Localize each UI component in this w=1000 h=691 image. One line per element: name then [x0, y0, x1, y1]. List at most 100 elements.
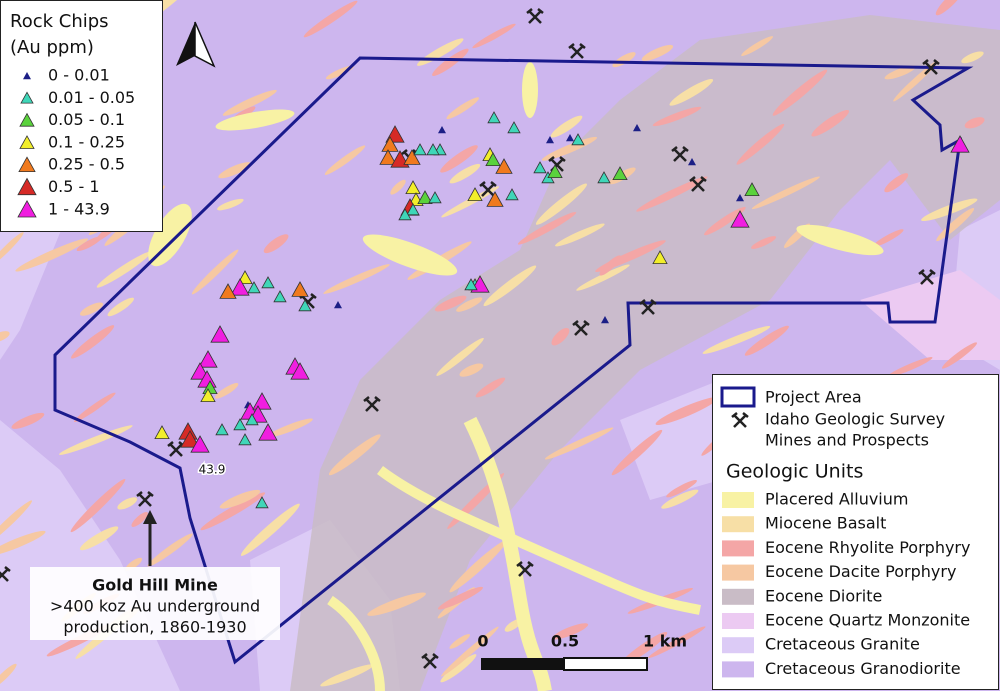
sample	[486, 191, 504, 207]
dike	[669, 78, 714, 106]
dike	[324, 145, 366, 175]
legend-label: Cretaceous Granite	[765, 635, 920, 654]
mine	[731, 412, 749, 428]
dike	[555, 223, 605, 247]
dike	[73, 392, 116, 423]
mine	[516, 561, 534, 577]
dike	[15, 238, 89, 272]
scale-bar	[481, 658, 564, 670]
dike	[434, 295, 467, 312]
alluvium	[377, 465, 701, 615]
sample	[428, 191, 442, 204]
mine	[568, 43, 586, 59]
sample	[467, 187, 483, 201]
dike	[550, 115, 583, 138]
sample	[547, 164, 563, 178]
legend-symbol	[19, 135, 35, 149]
dike	[744, 325, 789, 356]
sample	[379, 149, 397, 165]
project-area	[53, 56, 974, 665]
dike	[535, 183, 587, 225]
sample	[255, 496, 269, 509]
sample	[219, 283, 237, 299]
sample	[190, 435, 210, 453]
mine	[548, 156, 566, 172]
dike	[702, 326, 771, 354]
legend-label: Mines and Prospects	[765, 431, 929, 450]
legend-label: 0 - 0.01	[48, 66, 110, 85]
dike	[131, 511, 148, 527]
dike	[0, 232, 24, 266]
dike	[751, 236, 777, 249]
dike	[147, 533, 193, 567]
legend-label: Idaho Geologic Survey	[765, 410, 945, 429]
dike	[107, 297, 134, 317]
sample	[950, 135, 970, 153]
dike	[704, 206, 746, 236]
sample	[426, 143, 440, 156]
dike	[873, 229, 904, 247]
dike	[217, 198, 244, 211]
alluvium	[796, 224, 884, 256]
dike	[0, 331, 10, 343]
sample	[736, 194, 744, 202]
sample	[210, 325, 230, 343]
legend-title: Rock Chips	[10, 11, 109, 32]
legend-label: 0.1 - 0.25	[48, 132, 125, 151]
sample	[237, 270, 253, 284]
sample	[381, 136, 399, 152]
sample	[612, 166, 628, 180]
unit-swatch	[722, 516, 754, 533]
legend-label: 0.25 - 0.5	[48, 155, 125, 174]
sample	[413, 143, 427, 156]
dike	[70, 478, 126, 533]
mine	[136, 491, 154, 507]
sample	[487, 111, 501, 124]
dike	[59, 425, 133, 455]
mine-symbol	[731, 412, 749, 428]
dike	[811, 109, 850, 137]
sample	[417, 190, 433, 204]
legend-label: Project Area	[765, 388, 862, 407]
dike	[263, 234, 289, 254]
legend-label: 0.01 - 0.05	[48, 88, 135, 107]
sample	[238, 433, 252, 446]
dike	[436, 337, 484, 376]
dike	[595, 240, 666, 272]
callout-text: production, 1860-1930	[63, 618, 246, 637]
dike	[0, 530, 46, 556]
mine	[671, 146, 689, 162]
dike	[736, 123, 785, 165]
dike	[935, 0, 965, 16]
dike	[576, 264, 630, 291]
dike	[666, 480, 697, 498]
dike	[648, 626, 706, 659]
dike	[641, 44, 674, 61]
mine	[526, 8, 544, 24]
dike	[456, 297, 483, 312]
scale-bar	[563, 657, 648, 671]
sample	[633, 124, 641, 132]
dike	[446, 97, 480, 120]
mine	[572, 320, 590, 336]
mine	[0, 566, 11, 582]
dike	[71, 325, 115, 359]
dike	[328, 434, 381, 476]
sample	[438, 126, 446, 134]
dike	[219, 489, 261, 509]
sample	[230, 278, 250, 296]
dike	[200, 492, 266, 531]
scale-label: 0.5	[551, 632, 579, 651]
sample	[405, 180, 421, 194]
legend-label: 0.5 - 1	[48, 177, 100, 196]
sample	[298, 299, 312, 312]
dike	[0, 500, 33, 545]
mine	[363, 396, 381, 412]
unit-legend: Placered Alluvium Miocene Basalt Eocene Rh…	[722, 490, 970, 678]
dike	[440, 145, 478, 173]
legend-symbol	[20, 91, 34, 104]
dike	[96, 251, 151, 288]
scale-label: 1 km	[643, 632, 687, 651]
dike	[117, 497, 138, 510]
mine	[167, 441, 185, 457]
